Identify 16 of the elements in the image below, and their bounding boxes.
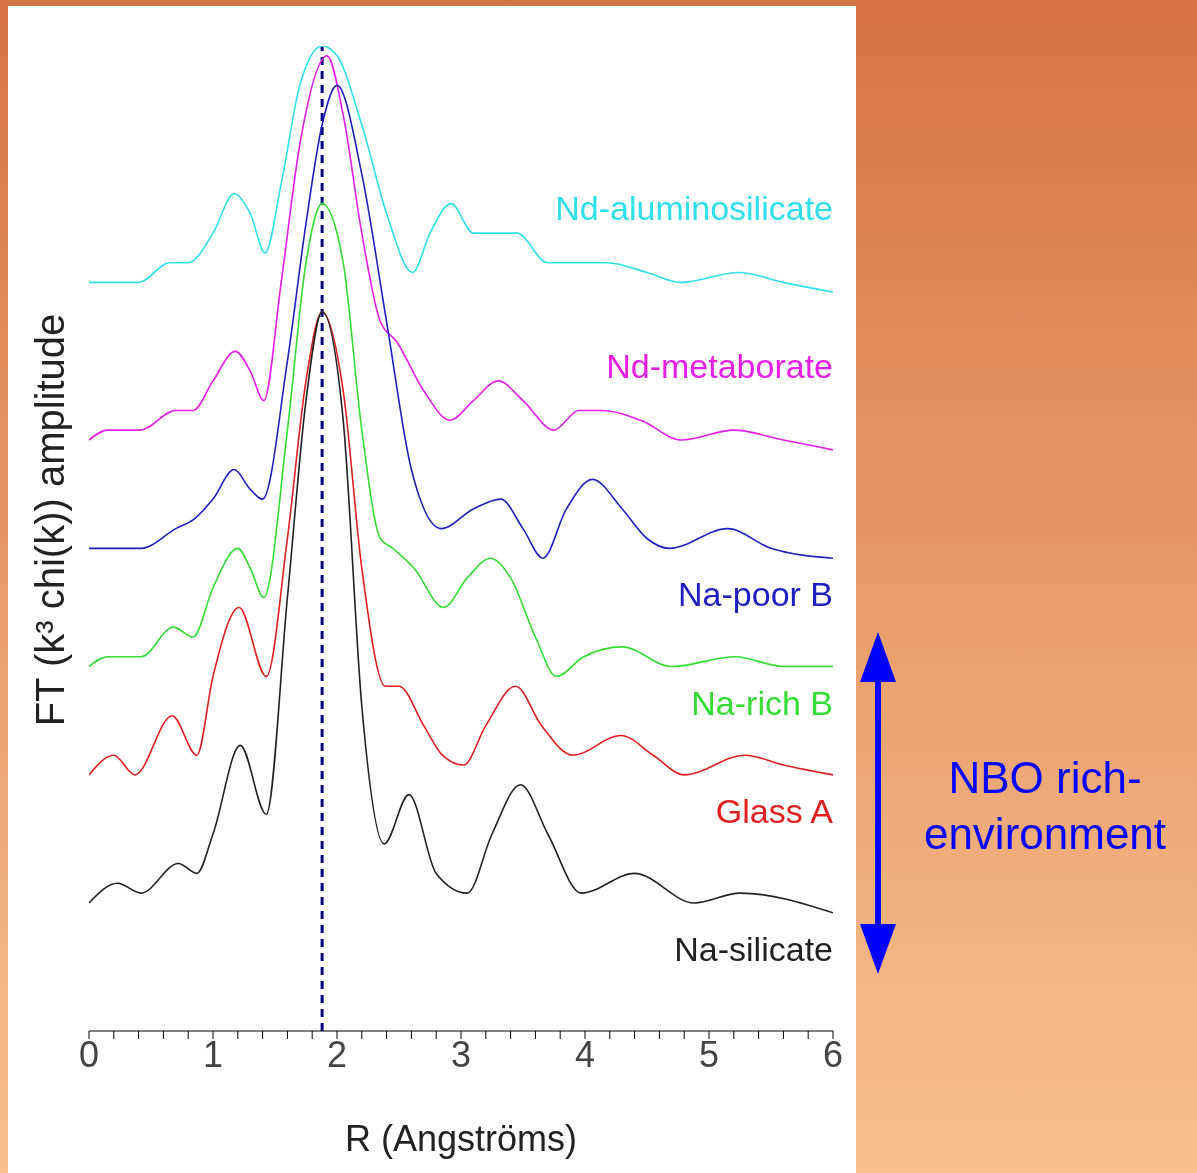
text: NBO rich-environment	[922, 752, 1168, 860]
series-label: Na-poor B	[678, 575, 833, 614]
series-label: Nd-metaborate	[606, 346, 833, 385]
series-label: Glass A	[715, 791, 834, 830]
x-axis-title: R (Angströms)	[344, 1118, 578, 1159]
x-tick-label: 0	[78, 1033, 100, 1075]
y-axis-title: FT (k³ chi(k)) amplitude	[27, 313, 73, 727]
series-label: Na-rich B	[691, 683, 833, 722]
x-tick-label: 4	[574, 1033, 596, 1075]
x-tick-label: 1	[202, 1033, 224, 1075]
x-tick-label: 3	[450, 1033, 472, 1075]
series-label: Na-silicate	[674, 929, 833, 968]
series-label: Nd-aluminosilicate	[555, 189, 833, 228]
x-tick-label: 5	[698, 1033, 720, 1075]
x-tick-label: 6	[822, 1033, 844, 1075]
x-tick-label: 2	[326, 1033, 348, 1075]
